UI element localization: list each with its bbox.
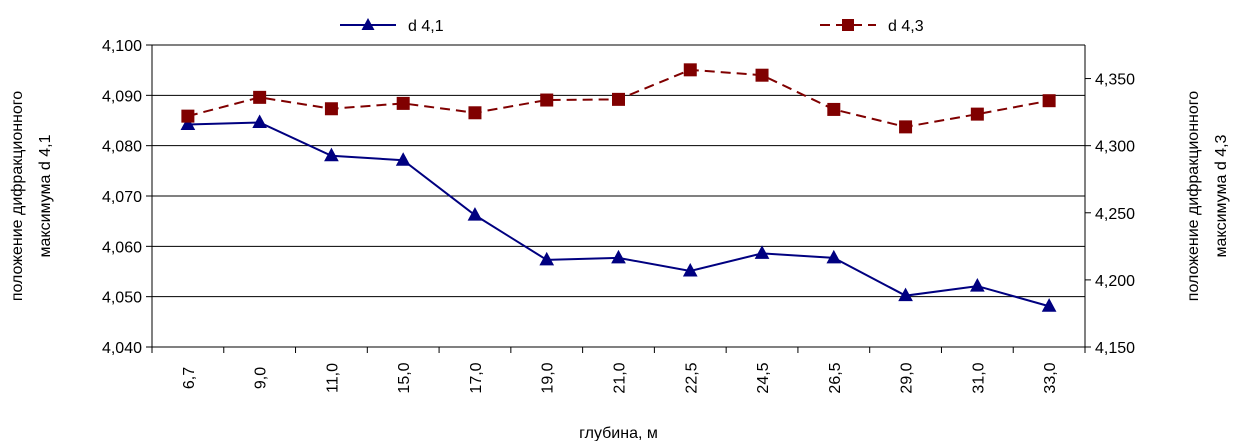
axes: 4,040 4,050 4,060 4,070 4,080 4,090 4,100 4,150… [102,38,1135,394]
y-tick-label: 4,100 [102,38,142,55]
data-point-triangle [395,152,411,166]
x-tick-label: 9,0 [253,367,270,389]
data-point-triangle [252,114,267,129]
axis-titles: глубина, м положение дифракционного максим… [9,91,1230,441]
data-point-square [827,102,841,116]
data-point-square [468,106,482,120]
data-point-square [970,107,984,121]
x-tick-label: 11,0 [324,363,341,393]
legend-label-1: d 4,1 [408,18,444,35]
x-tick-label: 15,0 [396,362,413,393]
data-point-square [755,68,769,82]
y-axis-title: положение дифракционного максимума d 4,1 [9,91,54,301]
data-point-triangle [1041,298,1057,312]
x-tick-label: 22,5 [683,362,700,393]
y2-tick-label: 4,350 [1095,72,1135,89]
x-tick-label: 19,0 [540,362,557,393]
data-point-triangle [611,249,626,264]
x-tick-label: 31,0 [970,362,987,393]
data-point-square [899,120,913,134]
y2-tick-label: 4,200 [1095,273,1135,290]
x-tick-label: 6,7 [181,367,198,389]
x-tick-label: 33,0 [1042,362,1059,393]
data-point-triangle [754,245,770,259]
y2-tick-label: 4,150 [1095,340,1135,357]
legend-marker-square [842,19,854,31]
x-tick-label: 29,0 [899,362,916,393]
y2-tick-label: 4,250 [1095,206,1135,223]
y-tick-label: 4,090 [102,88,142,105]
x-tick-label: 24,5 [755,362,772,393]
y-tick-label: 4,040 [102,340,142,357]
y-tick-label: 4,050 [102,290,142,307]
data-point-triangle [324,147,339,162]
data-point-square [612,92,625,106]
y-tick-label: 4,080 [102,139,142,156]
data-point-square [396,96,410,110]
data-point-square [253,90,267,104]
y2-axis-title: положение дифракционного максимума d 4,3 [1185,91,1230,301]
data-point-triangle [826,249,842,264]
data-point-square [181,109,195,123]
data-point-square [324,102,338,116]
data-point-triangle [467,207,483,221]
x-tick-label: 26,5 [827,362,844,393]
data-point-triangle [682,262,698,277]
legend: d 4,1 d 4,3 [340,18,924,35]
data-point-triangle [180,116,196,131]
data-point-square [1042,94,1056,108]
data-point-square [540,93,554,107]
y2-tick-label: 4,300 [1095,139,1135,156]
x-tick-label: 17,0 [468,362,485,393]
data-point-triangle [970,278,985,292]
data-point-triangle [539,251,555,266]
x-axis-title: глубина, м [579,425,658,441]
series-line-1 [187,121,1050,308]
series-layer [180,63,1057,312]
legend-marker-triangle [361,18,375,30]
data-point-square [683,63,697,77]
data-point-triangle [898,287,913,302]
x-tick-label: 21,0 [612,362,629,393]
y-tick-label: 4,070 [102,189,142,206]
y-tick-label: 4,060 [102,239,142,256]
legend-label-2: d 4,3 [888,18,924,35]
